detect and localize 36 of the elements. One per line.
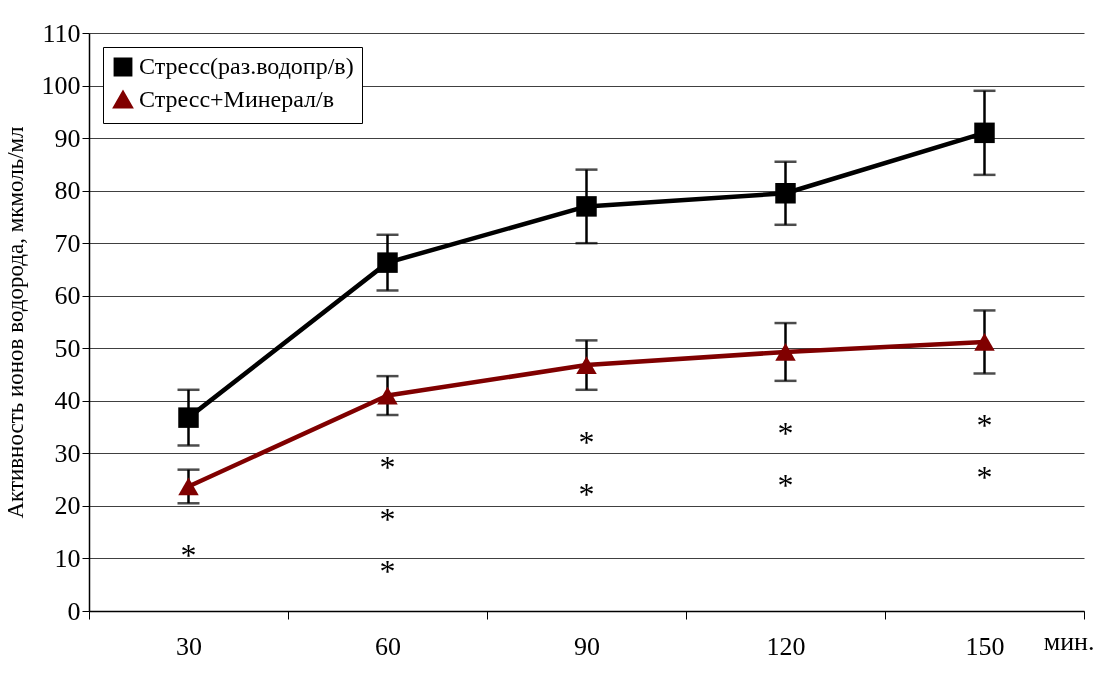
point: [178, 477, 199, 496]
y-tick-label: 50: [54, 333, 81, 363]
point: [775, 183, 796, 204]
legend-label: Стресс(раз.водопр/в): [139, 53, 354, 79]
point: [377, 386, 398, 405]
point: [178, 407, 199, 428]
y-tick-label: 90: [54, 123, 81, 153]
x-axis-title: мин.: [1043, 626, 1095, 656]
y-tick-label: 110: [42, 18, 81, 48]
x-tick-label: 90: [574, 631, 600, 661]
annotation: * *: [976, 407, 993, 496]
x-tick-label: 30: [176, 631, 202, 661]
y-axis-title: Активность ионов водорода, мкмоль/мл: [2, 126, 28, 519]
y-tick-label: 0: [67, 596, 81, 626]
legend-label: Стресс+Минерал/в: [139, 86, 335, 112]
annotation: * *: [777, 414, 794, 503]
annotation: * *: [578, 423, 595, 512]
x-tick-label: 150: [965, 631, 1005, 661]
y-tick-label: 10: [54, 543, 81, 573]
point: [974, 122, 995, 144]
point: [775, 343, 796, 361]
y-tick-label: 20: [54, 491, 81, 521]
point: [576, 356, 597, 374]
point: [576, 196, 597, 217]
y-tick-label: 60: [54, 281, 81, 311]
y-tick-label: 80: [54, 176, 81, 206]
y-tick-label: 30: [54, 438, 81, 468]
point: [974, 333, 995, 351]
x-tick-label: 60: [375, 631, 401, 661]
y-tick-label: 100: [41, 71, 81, 101]
point: [377, 252, 398, 273]
annotation: *: [180, 537, 197, 574]
y-tick-label: 40: [54, 386, 81, 416]
x-tick-label: 120: [766, 631, 806, 661]
y-tick-label: 70: [54, 228, 81, 258]
annotation: * * *: [379, 449, 396, 590]
